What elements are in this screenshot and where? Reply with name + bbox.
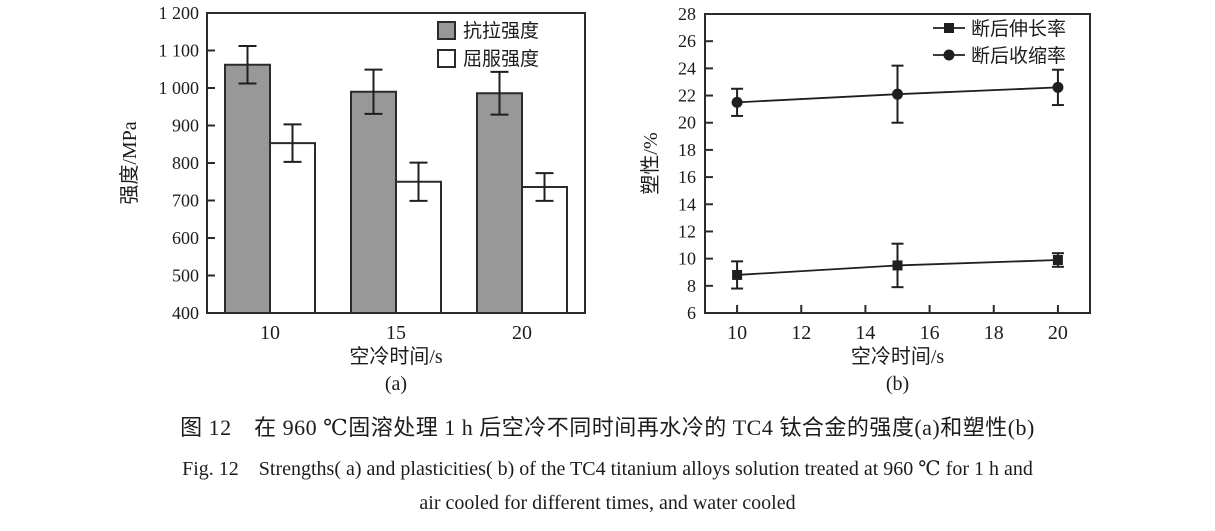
y-tick-label: 24 <box>678 58 696 78</box>
y-tick-label: 900 <box>172 116 199 136</box>
y-tick-label: 10 <box>678 249 696 269</box>
y-tick-label: 1 000 <box>159 78 200 98</box>
x-tick-label: 10 <box>727 322 747 344</box>
legend-label: 屈服强度 <box>463 48 539 70</box>
y-tick-label: 700 <box>172 191 199 211</box>
marker-circle <box>1052 81 1064 93</box>
y-tick-label: 20 <box>678 113 696 133</box>
x-tick-label: 20 <box>1048 322 1068 344</box>
legend-item: 断后收缩率 <box>933 45 1066 67</box>
y-tick-label: 14 <box>678 194 696 214</box>
x-tick-label: 10 <box>260 322 280 344</box>
chart-strength-bar: 400 500 600 700 800 900 1 000 1 100 1 200 强度/MPa 1… <box>118 3 586 395</box>
y-tick-label: 26 <box>678 31 696 51</box>
y-tick-label: 28 <box>678 4 696 24</box>
x-tick-label: 16 <box>920 322 940 344</box>
x-tick-label: 20 <box>512 322 532 344</box>
bar-series1-cat20 <box>521 186 568 314</box>
legend-swatch <box>437 49 456 68</box>
legend-label: 抗拉强度 <box>463 20 539 42</box>
y-tick-label: 12 <box>678 221 696 241</box>
y-tick-label: 400 <box>172 303 199 323</box>
bar-series0-cat10 <box>224 63 271 314</box>
bar-series0-cat15 <box>350 90 397 314</box>
legend-swatch <box>437 21 456 40</box>
y-tick-label: 1 100 <box>159 41 200 61</box>
marker-square <box>732 269 743 280</box>
x-axis-title: 空冷时间/s <box>851 345 945 368</box>
caption-english-line1: Fig. 12 Strengths( a) and plasticities( … <box>182 458 1033 480</box>
x-axis-title: 空冷时间/s <box>349 345 443 368</box>
panel-label-a: (a) <box>385 373 407 395</box>
x-tick-label: 18 <box>984 322 1004 344</box>
bar-series1-cat15 <box>395 180 442 314</box>
legend-item: 抗拉强度 <box>437 20 539 42</box>
marker-square <box>892 260 903 271</box>
legend-label: 断后伸长率 <box>971 18 1066 40</box>
y-tick-label: 800 <box>172 153 199 173</box>
marker-circle <box>943 49 955 61</box>
chart-plasticity-line: 6 8 10 12 14 16 18 20 22 24 26 28 10 12 14 16 18 20 塑性/% 断后… <box>639 4 1091 395</box>
y-axis-title: 塑性/% <box>639 132 662 194</box>
y-tick-label: 1 200 <box>159 3 200 23</box>
panel-label-b: (b) <box>886 373 909 395</box>
y-tick-label: 600 <box>172 228 199 248</box>
marker-circle <box>731 96 743 108</box>
bar-series0-cat20 <box>476 92 523 314</box>
caption-chinese: 图 12 在 960 ℃固溶处理 1 h 后空冷不同时间再水冷的 TC4 钛合金… <box>180 415 1035 440</box>
y-axis-title: 强度/MPa <box>118 121 141 204</box>
plot-border <box>704 13 1091 314</box>
y-tick-label: 6 <box>687 303 696 323</box>
legend-item: 屈服强度 <box>437 48 539 70</box>
marker-circle <box>892 88 903 100</box>
legend-label: 断后收缩率 <box>971 45 1066 67</box>
x-tick-label: 14 <box>855 322 875 344</box>
y-tick-label: 500 <box>172 266 199 286</box>
legend-item: 断后伸长率 <box>933 18 1066 40</box>
y-tick-label: 22 <box>678 86 696 106</box>
x-tick-label: 15 <box>386 322 406 344</box>
x-tick-label: 12 <box>791 322 811 344</box>
marker-square <box>1052 254 1063 265</box>
caption-english-line2: air cooled for different times, and wate… <box>419 492 796 514</box>
y-tick-label: 18 <box>678 140 696 160</box>
marker-square <box>944 23 954 33</box>
y-tick-label: 8 <box>687 276 696 296</box>
y-tick-label: 16 <box>678 167 696 187</box>
bar-series1-cat10 <box>269 142 316 314</box>
